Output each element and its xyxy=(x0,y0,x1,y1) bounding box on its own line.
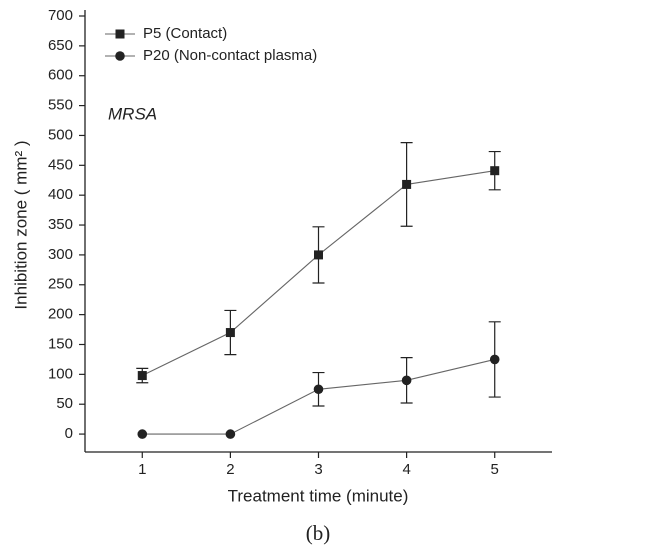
x-tick-label: 5 xyxy=(491,461,499,478)
x-tick-label: 1 xyxy=(138,461,146,478)
caption: (b) xyxy=(306,521,331,545)
x-tick-label: 3 xyxy=(314,461,322,478)
x-tick-label: 4 xyxy=(402,461,410,478)
data-point xyxy=(314,250,323,260)
y-tick-label: 0 xyxy=(65,425,73,442)
data-point xyxy=(402,179,412,189)
y-tick-label: 500 xyxy=(48,126,73,143)
y-tick-label: 700 xyxy=(48,7,73,24)
legend-label: P20 (Non-contact plasma) xyxy=(143,47,317,64)
y-tick-label: 400 xyxy=(48,186,73,203)
data-point xyxy=(225,429,236,439)
y-axis-label: Inhibition zone ( mm² ) xyxy=(11,140,30,309)
y-tick-label: 450 xyxy=(48,156,73,173)
y-tick-label: 600 xyxy=(48,67,73,84)
data-point xyxy=(490,166,500,176)
y-tick-label: 150 xyxy=(48,335,73,352)
y-tick-label: 250 xyxy=(48,276,73,293)
y-tick-label: 650 xyxy=(48,37,73,54)
data-point xyxy=(137,429,148,439)
data-point xyxy=(137,371,147,381)
y-tick-label: 50 xyxy=(56,395,73,412)
legend-marker xyxy=(115,29,125,39)
legend-label: P5 (Contact) xyxy=(143,25,227,42)
annotation: MRSA xyxy=(108,104,157,123)
y-tick-label: 200 xyxy=(48,306,73,323)
data-point xyxy=(225,328,235,338)
x-tick-label: 2 xyxy=(226,461,234,478)
y-tick-label: 100 xyxy=(48,365,73,382)
data-point xyxy=(401,375,412,386)
data-point xyxy=(489,354,500,365)
y-tick-label: 550 xyxy=(48,97,73,114)
data-point xyxy=(313,384,324,395)
y-tick-label: 350 xyxy=(48,216,73,233)
y-tick-label: 300 xyxy=(48,246,73,263)
legend-marker xyxy=(115,51,125,61)
x-axis-label: Treatment time (minute) xyxy=(228,486,409,505)
